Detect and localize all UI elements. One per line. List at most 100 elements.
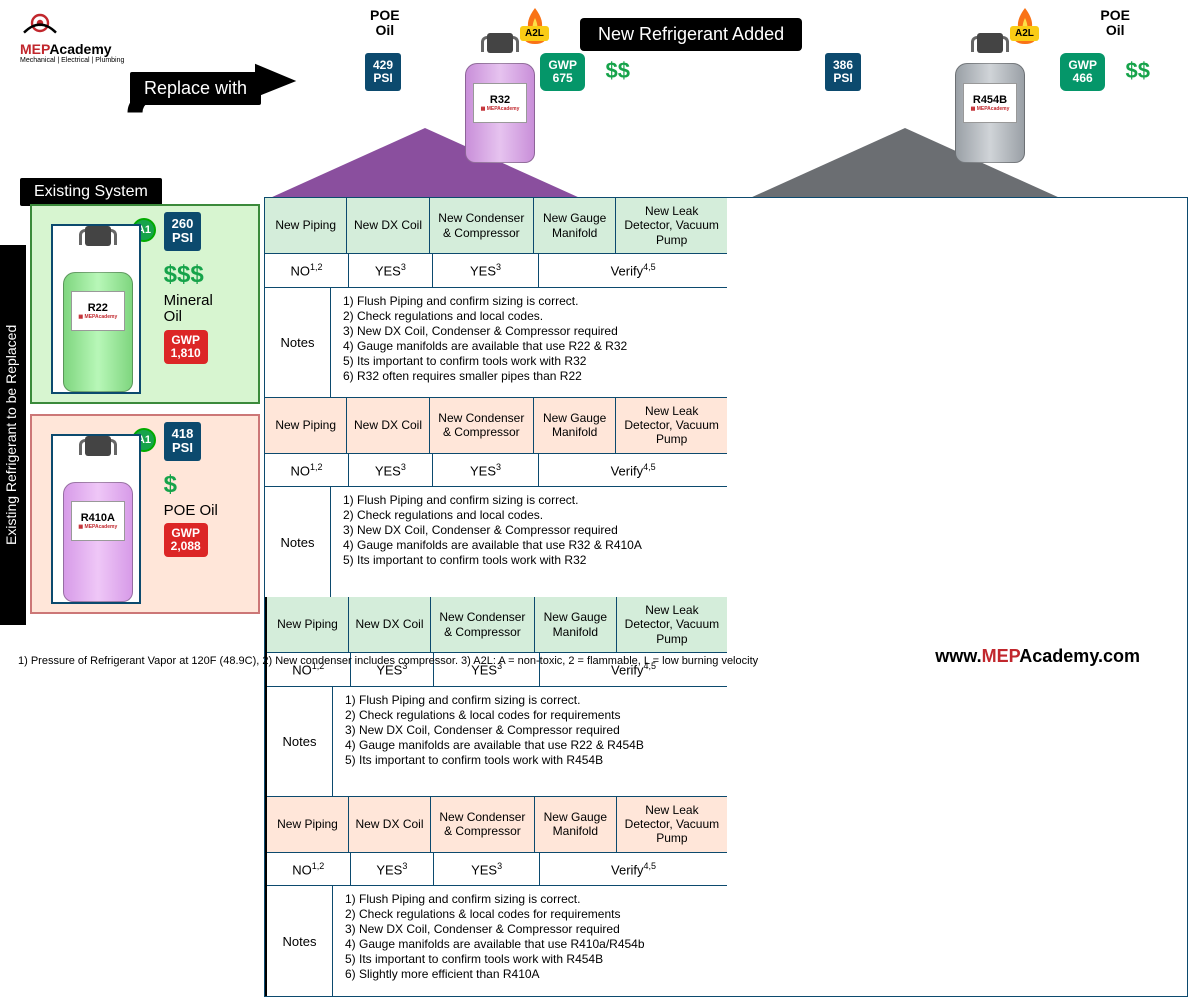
psi-badge: 418 PSI xyxy=(164,422,202,461)
psi-badge: 429 PSI xyxy=(365,53,401,91)
gwp-badge: GWP 466 xyxy=(1060,53,1105,91)
note-line: 1) Flush Piping and confirm sizing is co… xyxy=(345,693,719,707)
replace-with-label: Replace with xyxy=(130,72,261,105)
header-cell: New Condenser & Compressor xyxy=(431,597,535,652)
notes-row: Notes 1) Flush Piping and confirm sizing… xyxy=(267,687,727,797)
notes-body: 1) Flush Piping and confirm sizing is co… xyxy=(331,288,727,397)
notes-body: 1) Flush Piping and confirm sizing is co… xyxy=(333,886,727,996)
answer-cell: YES3 xyxy=(351,853,435,885)
notes-row: Notes 1) Flush Piping and confirm sizing… xyxy=(265,288,727,398)
cylinder-label: R454B xyxy=(973,94,1007,106)
header-cell: New Piping xyxy=(267,597,349,652)
answer-cell: YES3 xyxy=(434,853,540,885)
psi-badge: 386 PSI xyxy=(825,53,861,91)
cylinder-r410a: R410A▦ MEPAcademy xyxy=(51,434,141,604)
note-line: 4) Gauge manifolds are available that us… xyxy=(345,937,719,951)
new-refrigerant-r454b: POE Oil 386 PSI GWP 466 $$ A2L R454B▦ ME… xyxy=(840,8,1140,168)
cylinder-label: R32 xyxy=(490,94,510,106)
gwp-badge: GWP 1,810 xyxy=(164,330,208,364)
header-row: New Piping New DX Coil New Condenser & C… xyxy=(267,797,727,853)
header-cell: New DX Coil xyxy=(347,398,429,453)
note-line: 3) New DX Coil, Condenser & Compressor r… xyxy=(343,523,719,537)
cylinder-label: R410A xyxy=(81,512,115,524)
note-line: 5) Its important to confirm tools work w… xyxy=(345,753,719,767)
cylinder-r454b: R454B▦ MEPAcademy xyxy=(945,33,1035,163)
cylinder-r32: R32▦ MEPAcademy xyxy=(455,33,545,163)
note-line: 4) Gauge manifolds are available that us… xyxy=(343,339,719,353)
existing-card-r22: A1 R22▦ MEPAcademy 260 PSI $$$ Mineral O… xyxy=(30,204,260,404)
side-vertical-label: Existing Refrigerant to be Replaced xyxy=(0,245,26,625)
note-line: 6) R32 often requires smaller pipes than… xyxy=(343,369,719,383)
note-line: 4) Gauge manifolds are available that us… xyxy=(345,738,719,752)
header-cell: New Piping xyxy=(265,398,347,453)
header-cell: New Piping xyxy=(267,797,349,852)
notes-row: Notes 1) Flush Piping and confirm sizing… xyxy=(265,487,727,597)
answer-cell: Verify4,5 xyxy=(540,853,727,885)
notes-row: Notes 1) Flush Piping and confirm sizing… xyxy=(267,886,727,996)
header-cell: New Gauge Manifold xyxy=(534,198,616,253)
cost-indicator: $$ xyxy=(606,58,630,84)
header-cell: New Condenser & Compressor xyxy=(430,198,534,253)
oil-label: POE Oil xyxy=(370,8,400,39)
header-cell: New Gauge Manifold xyxy=(535,797,617,852)
answer-cell: YES3 xyxy=(349,454,433,486)
cost-indicator: $$$ xyxy=(164,261,254,289)
note-line: 3) New DX Coil, Condenser & Compressor r… xyxy=(345,922,719,936)
answer-cell: YES3 xyxy=(349,254,433,286)
answer-cell: Verify4,5 xyxy=(539,454,727,486)
footnote-text: 1) Pressure of Refrigerant Vapor at 120F… xyxy=(18,655,758,667)
note-line: 5) Its important to confirm tools work w… xyxy=(343,354,719,368)
note-line: 6) Slightly more efficient than R410A xyxy=(345,967,719,981)
header-cell: New Condenser & Compressor xyxy=(430,398,534,453)
cylinder-r22: R22▦ MEPAcademy xyxy=(51,224,141,394)
gwp-badge: GWP 675 xyxy=(540,53,585,91)
answer-row: NO1,2 YES3 YES3 Verify4,5 xyxy=(265,254,727,287)
header-cell: New Leak Detector, Vacuum Pump xyxy=(616,198,727,253)
answer-cell: YES3 xyxy=(433,454,539,486)
oil-label: POE Oil xyxy=(164,503,254,520)
notes-body: 1) Flush Piping and confirm sizing is co… xyxy=(333,687,727,796)
header-cell: New Leak Detector, Vacuum Pump xyxy=(617,597,727,652)
answer-cell: NO1,2 xyxy=(265,454,349,486)
cylinder-label: R22 xyxy=(88,302,108,314)
header-cell: New Leak Detector, Vacuum Pump xyxy=(616,398,727,453)
psi-badge: 260 PSI xyxy=(164,212,202,251)
gear-icon xyxy=(20,8,60,38)
note-line: 5) Its important to confirm tools work w… xyxy=(345,952,719,966)
note-line: 1) Flush Piping and confirm sizing is co… xyxy=(343,493,719,507)
note-line: 2) Check regulations and local codes. xyxy=(343,309,719,323)
note-line: 2) Check regulations and local codes. xyxy=(343,508,719,522)
existing-card-r410a: A1 R410A▦ MEPAcademy 418 PSI $ POE Oil G… xyxy=(30,414,260,614)
header-cell: New DX Coil xyxy=(349,797,431,852)
notes-label: Notes xyxy=(265,487,331,597)
notes-body: 1) Flush Piping and confirm sizing is co… xyxy=(331,487,727,597)
existing-system-header: Existing System xyxy=(20,178,162,206)
header-cell: New Condenser & Compressor xyxy=(431,797,535,852)
note-line: 1) Flush Piping and confirm sizing is co… xyxy=(345,892,719,906)
answer-cell: NO1,2 xyxy=(265,254,349,286)
header-row: New Piping New DX Coil New Condenser & C… xyxy=(267,597,727,653)
answer-cell: NO1,2 xyxy=(267,853,351,885)
header-cell: New Leak Detector, Vacuum Pump xyxy=(617,797,727,852)
notes-label: Notes xyxy=(267,687,333,796)
cost-indicator: $ xyxy=(164,471,254,499)
answer-row: NO1,2 YES3 YES3 Verify4,5 xyxy=(265,454,727,487)
note-line: 2) Check regulations & local codes for r… xyxy=(345,708,719,722)
header-cell: New DX Coil xyxy=(347,198,429,253)
gwp-badge: GWP 2,088 xyxy=(164,523,208,557)
header-cell: New Gauge Manifold xyxy=(535,597,617,652)
logo-text: MEPAcademy xyxy=(20,41,124,57)
header-cell: New Piping xyxy=(265,198,347,253)
note-line: 1) Flush Piping and confirm sizing is co… xyxy=(343,294,719,308)
answer-cell: YES3 xyxy=(433,254,539,286)
note-line: 4) Gauge manifolds are available that us… xyxy=(343,538,719,552)
notes-label: Notes xyxy=(267,886,333,996)
new-refrigerant-r32: POE Oil 429 PSI GWP 675 $$ A2L R32▦ MEPA… xyxy=(350,8,650,168)
note-line: 5) Its important to confirm tools work w… xyxy=(343,553,719,567)
comparison-grid: New Piping New DX Coil New Condenser & C… xyxy=(264,197,1188,997)
note-line: 3) New DX Coil, Condenser & Compressor r… xyxy=(345,723,719,737)
header-row: New Piping New DX Coil New Condenser & C… xyxy=(265,198,727,254)
note-line: 3) New DX Coil, Condenser & Compressor r… xyxy=(343,324,719,338)
cost-indicator: $$ xyxy=(1126,58,1150,84)
logo: MEPAcademy Mechanical | Electrical | Plu… xyxy=(20,8,124,64)
